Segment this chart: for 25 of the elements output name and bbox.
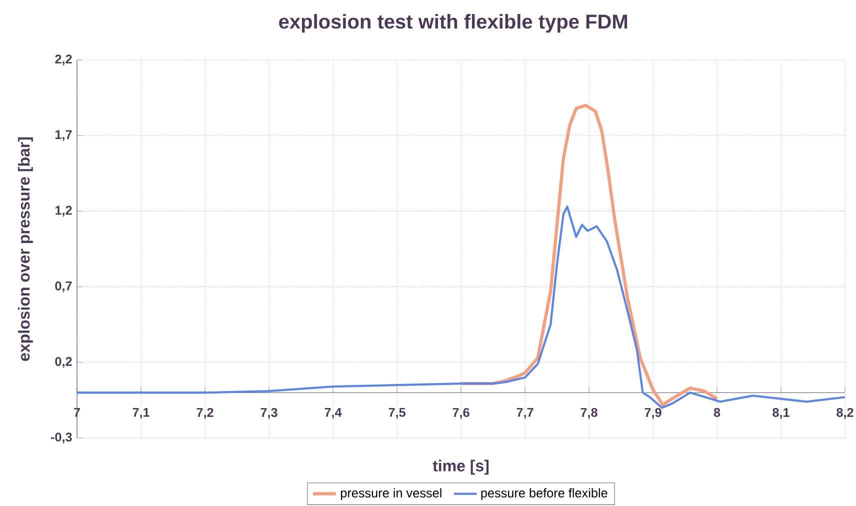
x-tick-label: 7,5 bbox=[388, 408, 406, 419]
legend-label: pessure before flexible bbox=[481, 488, 608, 500]
y-tick-label: 2,2 bbox=[55, 54, 72, 66]
y-tick-label: 1,2 bbox=[55, 206, 72, 217]
x-tick-label: 7,9 bbox=[644, 408, 662, 419]
x-tick-label: 7,7 bbox=[516, 408, 534, 419]
line-series bbox=[459, 104, 719, 406]
x-tick-label: 7,4 bbox=[324, 408, 342, 419]
y-tick-label: 0,2 bbox=[55, 356, 72, 368]
y-tick-label: -0,3 bbox=[50, 432, 72, 444]
x-tick-label: 8,1 bbox=[772, 408, 790, 419]
x-tick-label: 7,8 bbox=[580, 408, 598, 419]
x-tick-label: 8 bbox=[714, 408, 720, 417]
x-tick-label: 7,1 bbox=[132, 408, 150, 419]
x-tick-label: 8,2 bbox=[836, 408, 854, 419]
y-axis-title: explosion over pressure [bar] bbox=[18, 137, 33, 361]
x-tick-label: 7,3 bbox=[260, 408, 278, 419]
x-tick-label: 7,6 bbox=[452, 408, 470, 419]
y-tick-label: 1,7 bbox=[55, 130, 72, 141]
chart-title: explosion test with flexible type FDM bbox=[279, 14, 628, 33]
x-tick-label: 7,2 bbox=[196, 408, 214, 419]
x-tick-label: 7 bbox=[74, 408, 80, 417]
y-tick-label: 0,7 bbox=[55, 281, 72, 292]
x-axis-title: time [s] bbox=[432, 460, 489, 475]
legend-label: pressure in vessel bbox=[340, 488, 442, 500]
